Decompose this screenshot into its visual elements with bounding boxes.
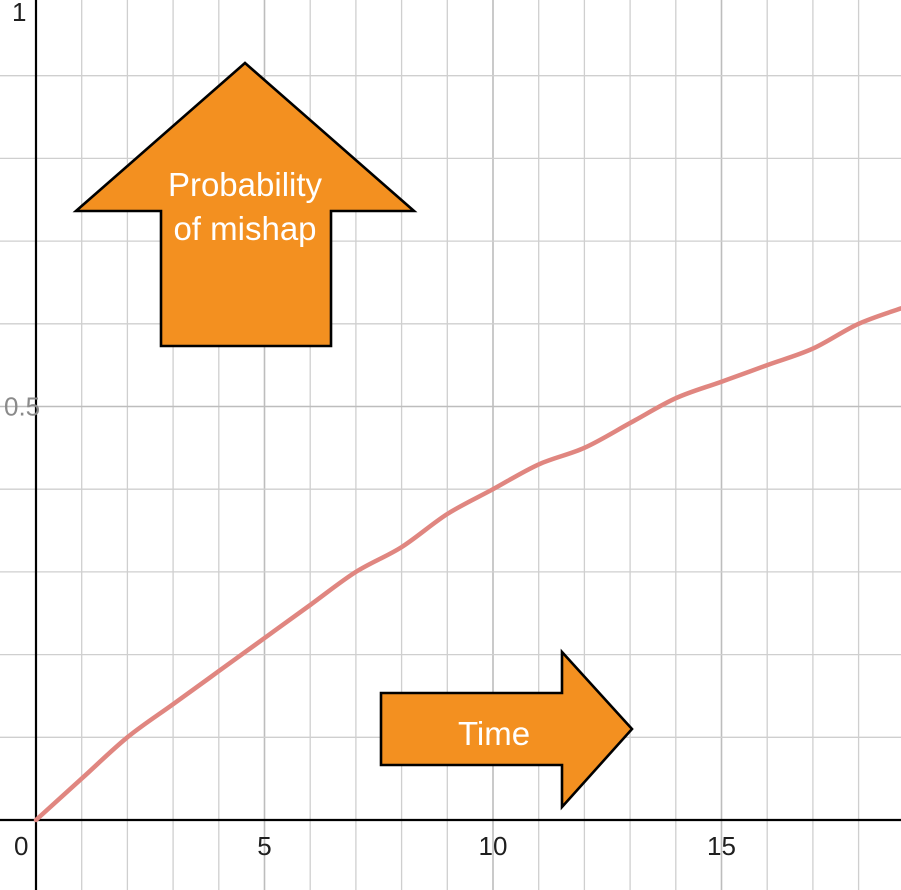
y-tick-label: 0.5 bbox=[4, 392, 40, 422]
series-line bbox=[33, 306, 901, 823]
y-tick-label: 1 bbox=[12, 0, 26, 27]
up-arrow-label: Probability bbox=[168, 166, 323, 203]
tick-labels: 0 5 10 15 0.5 1 bbox=[4, 0, 736, 861]
up-arrow-shape bbox=[72, 61, 418, 348]
up-arrow-annotation: Probability of mishap bbox=[72, 61, 418, 348]
x-tick-label: 5 bbox=[257, 831, 271, 861]
right-arrow-annotation: Time bbox=[379, 648, 634, 811]
annotation-arrows: Probability of mishap Time bbox=[72, 61, 634, 811]
series-layer bbox=[33, 306, 901, 823]
up-arrow-label: of mishap bbox=[173, 210, 316, 247]
right-arrow-label: Time bbox=[458, 715, 530, 752]
x-tick-label: 15 bbox=[707, 831, 736, 861]
x-tick-label: 10 bbox=[479, 831, 508, 861]
right-arrow-shape bbox=[379, 648, 634, 811]
x-tick-label: 0 bbox=[14, 831, 28, 861]
